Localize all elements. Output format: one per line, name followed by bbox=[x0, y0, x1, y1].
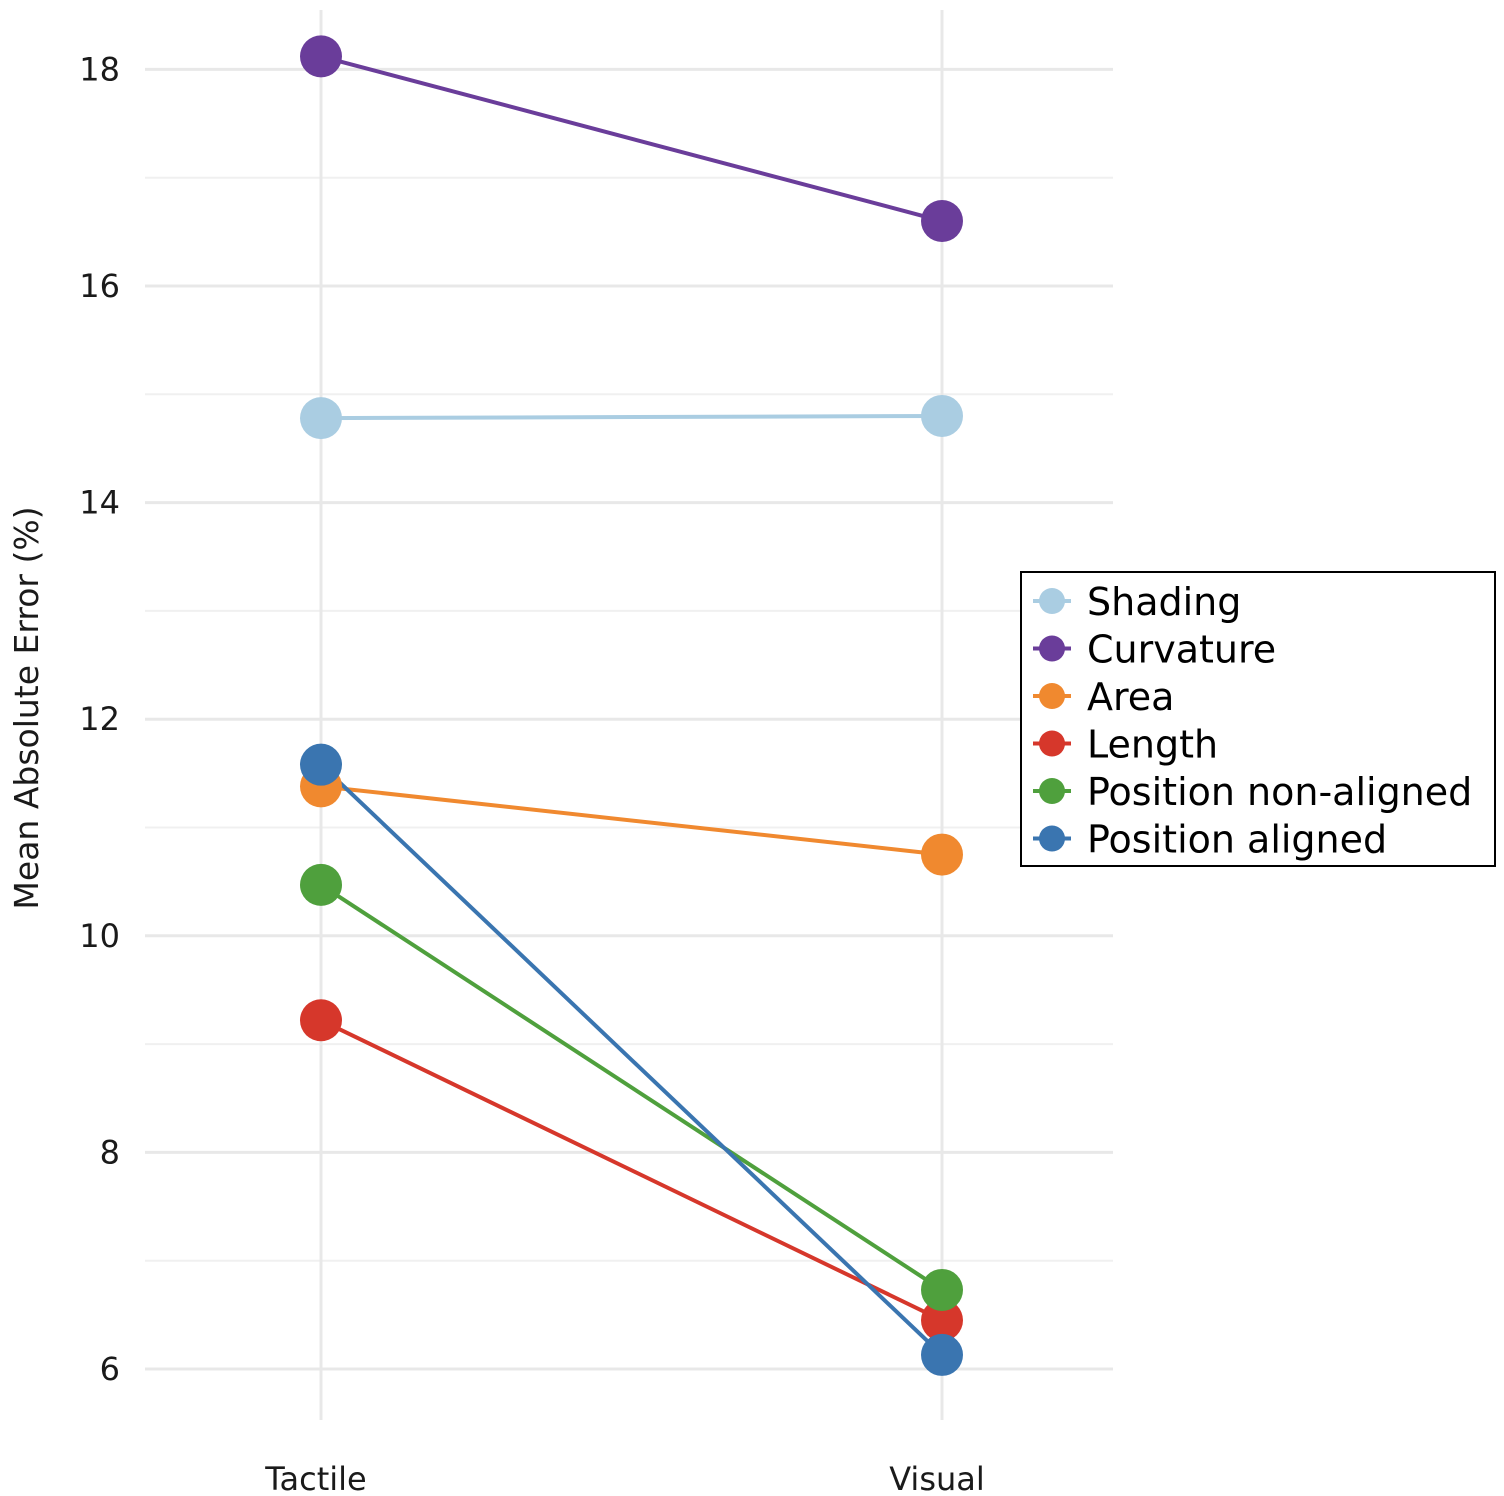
data-point-length bbox=[300, 999, 342, 1042]
legend-item-area: Area bbox=[1033, 675, 1174, 719]
legend-box bbox=[1020, 571, 1496, 867]
data-point-area bbox=[921, 833, 963, 876]
legend-label: Curvature bbox=[1087, 628, 1276, 672]
y-tick-label: 8 bbox=[100, 1133, 120, 1171]
y-tick-label: 18 bbox=[79, 50, 120, 88]
series-line-position-aligned bbox=[319, 763, 944, 1357]
legend-item-length: Length bbox=[1033, 723, 1218, 767]
y-tick-label: 10 bbox=[79, 917, 120, 955]
data-point-position-aligned bbox=[921, 1333, 963, 1376]
data-point-shading bbox=[921, 394, 963, 437]
y-tick-label: 16 bbox=[79, 267, 120, 305]
x-tick-label: Tactile bbox=[264, 1460, 366, 1496]
legend-label: Length bbox=[1087, 723, 1218, 767]
series-line-curvature bbox=[320, 54, 943, 223]
y-tick-label: 12 bbox=[79, 700, 120, 738]
series-lines bbox=[319, 54, 944, 1357]
data-point-curvature bbox=[300, 35, 342, 78]
legend-label: Position non-aligned bbox=[1087, 770, 1472, 814]
series-line-length bbox=[320, 1018, 943, 1323]
legend-item-position-non-aligned: Position non-aligned bbox=[1033, 770, 1472, 814]
legend-swatch-marker bbox=[1039, 635, 1065, 662]
legend-swatch-marker bbox=[1039, 730, 1065, 757]
y-axis-ticks: 6 8 10 12 14 16 18 bbox=[79, 50, 120, 1388]
legend-item-curvature: Curvature bbox=[1033, 628, 1276, 672]
legend-swatch-marker bbox=[1039, 778, 1065, 804]
y-axis-title: Mean Absolute Error (%) bbox=[7, 506, 46, 909]
data-point-position-non-aligned bbox=[921, 1268, 963, 1311]
data-point-curvature bbox=[921, 200, 963, 243]
legend-swatch-marker bbox=[1039, 588, 1065, 614]
series-layer bbox=[300, 35, 963, 1376]
x-tick-label: Visual bbox=[889, 1460, 985, 1496]
data-point-length bbox=[921, 1299, 963, 1342]
y-tick-label: 14 bbox=[79, 484, 120, 522]
data-point-shading bbox=[300, 397, 342, 440]
y-tick-label: 6 bbox=[100, 1350, 120, 1388]
series-line-area bbox=[320, 784, 943, 857]
legend-swatch-marker bbox=[1039, 825, 1065, 852]
grid bbox=[145, 10, 1113, 1420]
data-point-position-aligned bbox=[300, 743, 342, 786]
series-line-position-non-aligned bbox=[319, 883, 944, 1292]
data-point-position-non-aligned bbox=[300, 863, 342, 906]
legend-item-position-aligned: Position aligned bbox=[1033, 818, 1387, 862]
legend-label: Area bbox=[1087, 675, 1174, 719]
series-points bbox=[300, 35, 963, 1376]
legend-label: Shading bbox=[1087, 580, 1241, 624]
series-line-shading bbox=[320, 413, 943, 421]
legend-swatch-marker bbox=[1039, 683, 1065, 709]
legend-label: Position aligned bbox=[1087, 818, 1387, 862]
x-axis-ticks: Tactile Visual bbox=[264, 1460, 985, 1496]
legend-item-shading: Shading bbox=[1033, 580, 1241, 624]
